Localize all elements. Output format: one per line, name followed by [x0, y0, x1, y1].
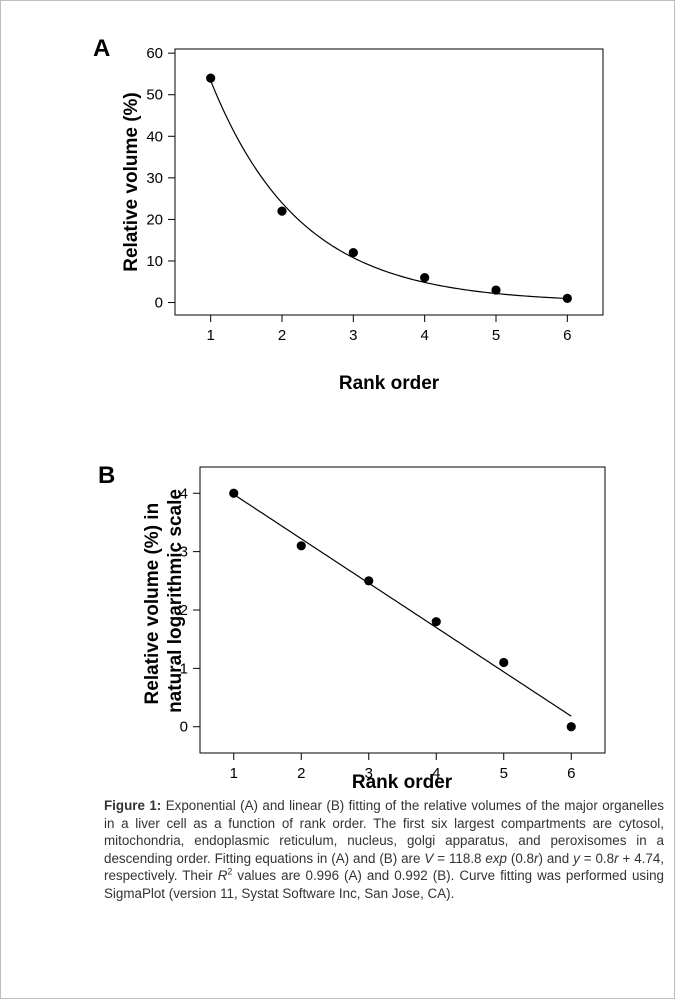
caption-text-3: (0.8 — [507, 850, 534, 866]
y-tick-label: 10 — [146, 253, 163, 270]
caption-var-r-1: r — [534, 850, 539, 866]
data-point — [420, 272, 430, 283]
data-point — [296, 541, 306, 551]
x-tick-label: 5 — [500, 765, 508, 782]
data-point — [566, 722, 576, 732]
data-point — [364, 576, 374, 586]
chart-b: B 0 1 2 3 4 1 2 3 4 5 6 Rank order Relative volum… — [98, 462, 606, 792]
figure-caption: Figure 1: Exponential (A) and linear (B)… — [104, 797, 664, 902]
y-axis-label-b-line-2: natural logarithmic scale — [165, 489, 186, 713]
plot-frame-a — [174, 48, 604, 316]
caption-exp: exp — [485, 850, 507, 866]
caption-text-7: values are 0.996 (A) and 0.992 (B). Curv… — [104, 868, 664, 901]
y-tick-label: 40 — [146, 128, 163, 145]
x-tick-label: 4 — [432, 765, 440, 782]
y-tick-label: 0 — [180, 719, 188, 736]
y-tick-label: 0 — [155, 295, 163, 312]
x-tick-label: 3 — [365, 765, 373, 782]
y-tick-label: 50 — [146, 87, 163, 104]
caption-var-v: V — [424, 850, 434, 866]
x-axis-label-b: Rank order — [352, 772, 453, 792]
fit-line-b — [233, 493, 572, 717]
plot-frame-b — [199, 466, 606, 754]
caption-text-6: + 4.74, respectively. Their — [104, 850, 665, 884]
chart-a: A 0 10 20 30 40 50 60 1 2 3 4 5 6 Rank order Relati… — [93, 35, 604, 394]
caption-text-4: ) and — [538, 850, 574, 866]
panel-letter-a: A — [93, 35, 110, 62]
y-tick-label: 60 — [146, 45, 163, 62]
y-tick-label: 1 — [180, 660, 188, 677]
x-tick-label: 3 — [349, 327, 357, 344]
x-tick-label: 1 — [206, 327, 214, 344]
fit-curve-a — [210, 80, 568, 300]
caption-var-R: R — [217, 868, 228, 883]
y-tick-label: 4 — [180, 485, 188, 502]
x-tick-label: 6 — [563, 327, 571, 344]
caption-text-2: = 118.8 — [433, 850, 486, 866]
caption-var-r-2: r — [614, 850, 619, 866]
panel-letter-b: B — [98, 462, 115, 489]
y-tick-label: 30 — [146, 170, 163, 187]
x-tick-label: 4 — [420, 327, 428, 344]
caption-text-1: Exponential (A) and linear (B) fitting o… — [104, 798, 664, 866]
data-point — [206, 73, 216, 83]
caption-label: Figure 1: — [104, 798, 162, 813]
y-tick-label: 2 — [180, 602, 188, 619]
x-tick-label: 1 — [230, 765, 238, 782]
x-axis-label-a: Rank order — [339, 373, 440, 394]
data-point — [277, 206, 287, 216]
x-tick-label: 2 — [278, 327, 286, 344]
data-point — [499, 657, 509, 668]
data-point — [562, 293, 572, 303]
data-point — [348, 248, 358, 258]
data-point — [491, 285, 501, 295]
caption-var-y: y — [573, 850, 580, 866]
data-point — [431, 617, 441, 627]
y-axis-label-b: Relative volume (%) in natural logarithm… — [142, 489, 186, 713]
caption-superscript: 2 — [227, 866, 233, 877]
x-tick-label: 6 — [567, 765, 575, 782]
x-tick-label: 5 — [492, 327, 500, 344]
y-axis-label-b-line-1: Relative volume (%) in — [142, 503, 163, 705]
y-tick-label: 3 — [180, 544, 188, 561]
caption-text-5: = 0.8 — [579, 850, 615, 866]
y-axis-label-a: Relative volume (%) — [121, 92, 142, 272]
x-tick-label: 2 — [297, 765, 305, 782]
y-tick-label: 20 — [146, 211, 163, 228]
data-point — [229, 488, 239, 498]
